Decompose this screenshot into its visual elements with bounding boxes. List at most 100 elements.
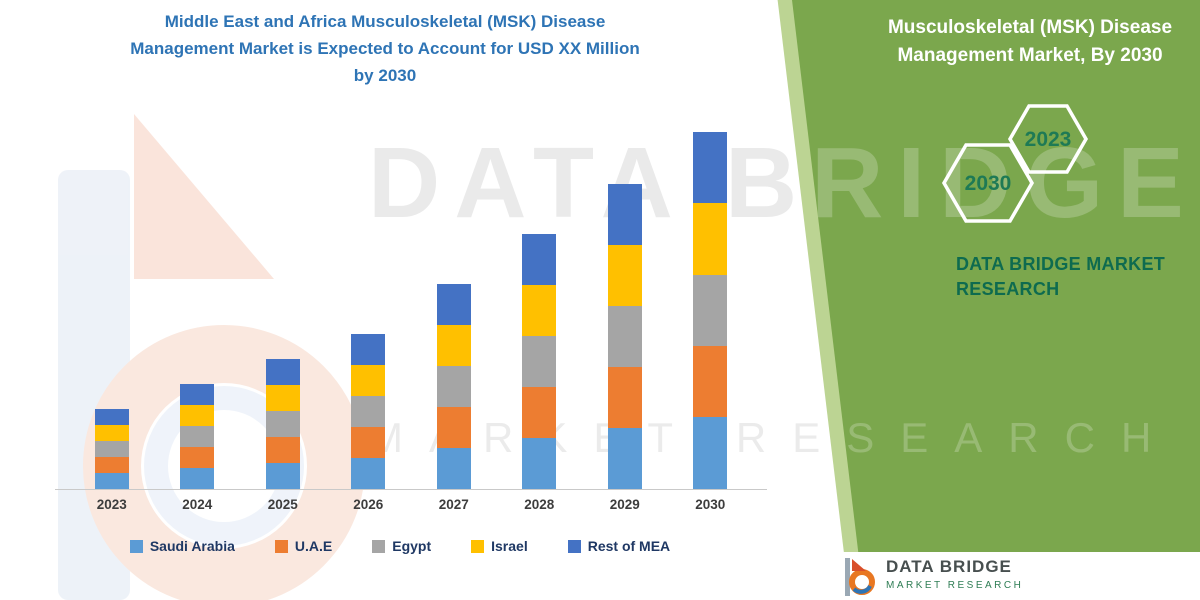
bar-segment-egypt: [607, 306, 642, 367]
bar-segment-egypt: [351, 396, 386, 427]
bar-column-2027: [411, 110, 497, 489]
bar-segment-israel: [94, 425, 129, 441]
footer-sub: MARKET RESEARCH: [886, 580, 1024, 591]
bar-column-2024: [155, 110, 241, 489]
year-hexagons: 2030 2023: [941, 104, 1089, 223]
bar-stack-2028: [522, 234, 557, 489]
bar-segment-egypt: [265, 411, 300, 437]
bar-segment-saudi-arabia: [436, 448, 471, 489]
bar-segment-israel: [522, 285, 557, 336]
chart-title-line2: Management Market is Expected to Account…: [130, 39, 640, 59]
bar-segment-egypt: [693, 275, 728, 346]
bar-segment-egypt: [180, 426, 215, 447]
bar-stack-2025: [265, 359, 300, 489]
x-axis-label-2024: 2024: [182, 497, 213, 512]
bar-segment-israel: [180, 405, 215, 426]
panel-brand-text: DATA BRIDGE MARKET RESEARCH: [956, 254, 1166, 300]
bar-segment-u-a-e: [94, 457, 129, 473]
bar-stack-2029: [607, 184, 642, 489]
bar-segment-rest-of-mea: [94, 409, 129, 425]
x-axis-label-2023: 2023: [96, 497, 127, 512]
bar-segment-u-a-e: [265, 437, 300, 463]
footer-brand: DATA BRIDGE: [886, 557, 1012, 576]
bar-stack-2024: [180, 384, 215, 489]
bar-segment-u-a-e: [607, 367, 642, 428]
bar-chart: [55, 110, 767, 490]
panel-title-line1: Musculoskeletal (MSK) Disease: [887, 17, 1173, 38]
bar-stack-2027: [436, 284, 471, 489]
bar-stack-2026: [351, 334, 386, 489]
legend-swatch: [372, 539, 386, 553]
bar-segment-u-a-e: [180, 447, 215, 468]
bar-segment-egypt: [522, 336, 557, 387]
legend-label: Saudi Arabia: [149, 538, 235, 554]
bar-segment-u-a-e: [693, 346, 728, 417]
legend-swatch: [567, 539, 581, 553]
bar-segment-saudi-arabia: [351, 458, 386, 489]
panel-title-line2: Management Market, By 2030: [897, 44, 1163, 66]
x-axis-labels: 2023 2024 2025 2026 2027 2028 2029 2030: [55, 497, 767, 512]
bar-segment-rest-of-mea: [436, 284, 471, 325]
x-axis-label-2027: 2027: [438, 497, 469, 512]
hexagon-2030-year: 2030: [965, 172, 1012, 195]
bar-column-2025: [240, 110, 326, 489]
bar-segment-israel: [351, 365, 386, 396]
side-panel: Musculoskeletal (MSK) Disease Management…: [840, 0, 1200, 600]
bar-segment-israel: [693, 203, 728, 275]
bar-segment-u-a-e: [351, 427, 386, 458]
x-axis-label-2026: 2026: [353, 497, 384, 512]
bar-segment-rest-of-mea: [522, 234, 557, 285]
hexagon-2023-year: 2023: [1025, 128, 1072, 151]
bar-segment-israel: [607, 245, 642, 306]
bar-column-2028: [497, 110, 583, 489]
legend-label: Israel: [491, 538, 528, 554]
footer-text: DATA BRIDGE MARKET RESEARCH: [886, 557, 1023, 591]
bar-segment-israel: [265, 385, 300, 411]
bar-segment-egypt: [94, 441, 129, 457]
bar-column-2023: [69, 110, 155, 489]
legend-label: Egypt: [392, 538, 432, 554]
bar-column-2029: [582, 110, 668, 489]
bar-segment-rest-of-mea: [607, 184, 642, 245]
legend-item-saudi-arabia: Saudi Arabia: [129, 538, 235, 554]
bar-segment-saudi-arabia: [693, 417, 728, 489]
chart-legend: Saudi Arabia U.A.E Egypt Israel Rest of MEA: [35, 538, 765, 554]
bar-segment-u-a-e: [522, 387, 557, 438]
bar-segment-israel: [436, 325, 471, 366]
x-axis-label-2028: 2028: [524, 497, 555, 512]
bar-segment-saudi-arabia: [94, 473, 129, 489]
chart-title: Middle East and Africa Musculoskeletal (…: [40, 8, 730, 90]
legend-swatch: [274, 539, 288, 553]
legend-item-rest-of-mea: Rest of MEA: [567, 538, 671, 554]
legend-label: Rest of MEA: [587, 538, 671, 554]
hexagon-2030-outline: [941, 143, 1035, 223]
chart-title-line3: by 2030: [353, 66, 417, 86]
bar-segment-u-a-e: [436, 407, 471, 448]
bar-column-2026: [326, 110, 412, 489]
footer-logo-strip: DATA BRIDGE MARKET RESEARCH: [818, 552, 1200, 600]
bar-segment-saudi-arabia: [607, 428, 642, 489]
bar-stack-2023: [94, 409, 129, 489]
bar-stack-2030: [693, 132, 728, 489]
bar-segment-rest-of-mea: [693, 132, 728, 203]
bar-segment-rest-of-mea: [351, 334, 386, 365]
x-axis-label-2025: 2025: [267, 497, 298, 512]
legend-swatch: [471, 539, 485, 553]
bar-segment-saudi-arabia: [180, 468, 215, 489]
legend-item-egypt: Egypt: [372, 538, 431, 554]
bar-segment-rest-of-mea: [265, 359, 300, 385]
legend-swatch: [129, 539, 143, 553]
legend-item-u-a-e: U.A.E: [274, 538, 333, 554]
x-axis-label-2030: 2030: [695, 497, 726, 512]
legend-item-israel: Israel: [471, 538, 528, 554]
bar-segment-saudi-arabia: [522, 438, 557, 489]
bar-segment-egypt: [436, 366, 471, 407]
bar-column-2030: [668, 110, 754, 489]
hexagon-2023-outline: [1007, 104, 1089, 174]
x-axis-label-2029: 2029: [609, 497, 640, 512]
panel-title: Musculoskeletal (MSK) Disease Management…: [874, 14, 1186, 69]
legend-label: U.A.E: [294, 538, 333, 554]
bar-segment-saudi-arabia: [265, 463, 300, 489]
